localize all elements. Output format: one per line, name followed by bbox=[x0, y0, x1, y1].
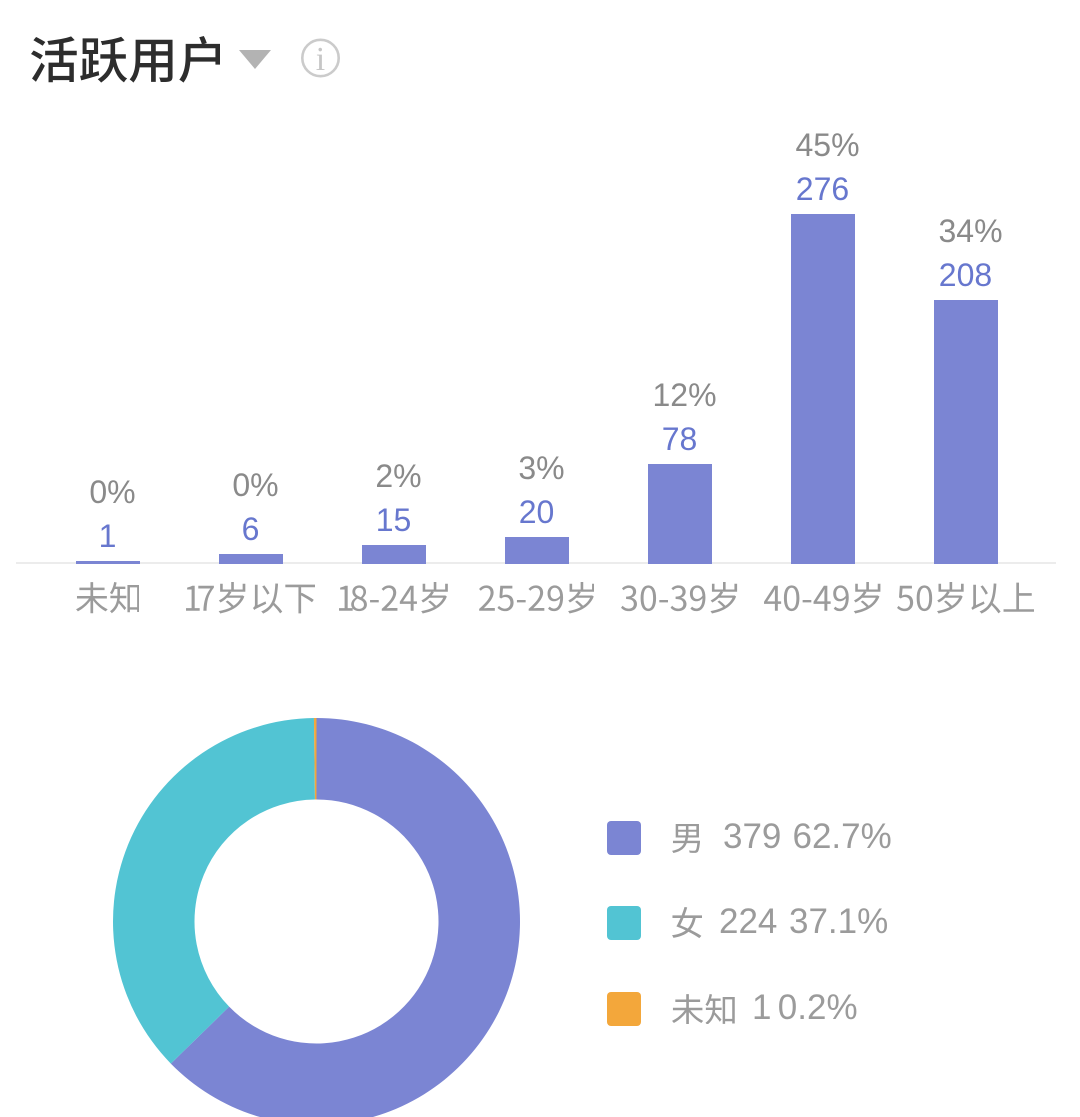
svg-text:i: i bbox=[316, 41, 325, 78]
